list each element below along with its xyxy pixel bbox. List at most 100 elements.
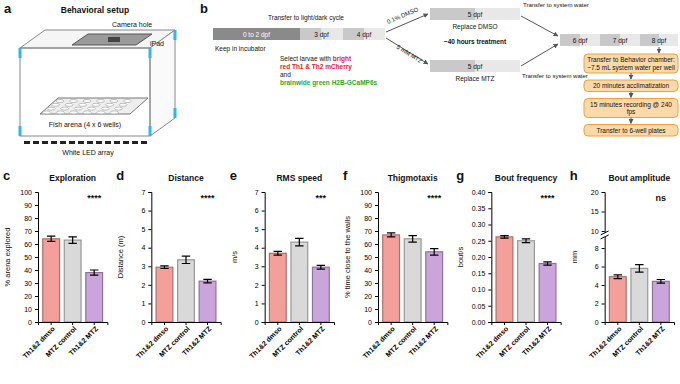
well — [70, 100, 78, 103]
x-axis: Th1&2 dmsoMTZ controlTh1&2 MTZ — [248, 322, 334, 360]
significance: *** — [316, 193, 327, 203]
x-tick-label: Th1&2 MTZ — [181, 324, 213, 356]
y-tick-mark — [35, 218, 38, 219]
y-tick-mark — [488, 208, 491, 209]
well — [79, 103, 87, 106]
y-tick-mark — [148, 266, 151, 267]
day-label: 5 dpf — [468, 11, 483, 19]
y-tick: 90 — [24, 202, 38, 209]
y-tick: 7 — [255, 189, 265, 196]
y-tick: 0.10 — [472, 286, 492, 293]
marks — [43, 236, 103, 322]
bar — [156, 267, 173, 322]
day-label: 4 dpf — [357, 31, 372, 39]
setup-panel: aBehavioral setupCamera holeiPadFish are… — [4, 1, 175, 157]
y-tick-mark — [35, 270, 38, 271]
label: 0.1% DMSO — [386, 6, 419, 25]
y-tick-mark — [35, 257, 38, 258]
merge-arrow — [521, 44, 558, 66]
label: 5 mM MTZ — [395, 44, 423, 65]
y-tick: 3 — [141, 263, 151, 270]
x-tick-label: Th1&2 MTZ — [521, 324, 553, 356]
day-label: 5 dpf — [468, 63, 483, 71]
y-axis: 0102030405060708090100 — [360, 189, 378, 326]
plot: 01234567Th1&2 dmsoMTZ controlTh1&2 MTZ**… — [248, 189, 334, 360]
y-tick: 30 — [24, 280, 38, 287]
led — [132, 141, 138, 144]
y-tick-mark — [375, 296, 378, 297]
y-tick-mark — [488, 290, 491, 291]
led — [105, 141, 111, 144]
plot: 02468101520Th1&2 dmsoMTZ controlTh1&2 MT… — [588, 189, 674, 360]
led — [51, 141, 57, 144]
y-tick: 80 — [24, 215, 38, 222]
x-tick: Th1&2 MTZ — [521, 322, 553, 357]
x-axis-line — [492, 323, 561, 326]
plot: 0.000.050.100.150.200.250.300.350.40Th1&… — [472, 189, 561, 360]
y-tick-mark — [375, 257, 378, 258]
y-tick: 30 — [364, 280, 378, 287]
y-tick-label: 6 — [141, 207, 145, 214]
bar — [426, 252, 443, 322]
bar — [404, 239, 421, 322]
y-tick: 20 — [364, 293, 378, 300]
y-tick-mark — [375, 270, 378, 271]
y-tick-mark — [148, 322, 151, 323]
text-line: Transfer to Behavior chamber: — [587, 56, 675, 63]
error-line — [51, 236, 52, 241]
y-tick-label: 15 — [591, 208, 599, 215]
well — [52, 103, 60, 106]
x-axis-line — [265, 323, 334, 326]
y-tick: 60 — [364, 241, 378, 248]
y-axis-line — [262, 193, 266, 323]
y-tick-label: 80 — [364, 215, 372, 222]
y-tick-label: 3 — [255, 263, 259, 270]
y-tick: 8 — [595, 245, 605, 252]
box-corner — [149, 48, 152, 58]
bar — [199, 281, 216, 322]
error-cap — [500, 235, 508, 236]
error-bar — [430, 249, 438, 256]
y-tick-mark — [488, 225, 491, 226]
panel-title: Behavioral setup — [61, 5, 130, 15]
y-tick: 0.05 — [472, 302, 492, 309]
box-top — [20, 30, 175, 48]
panel-label: b — [200, 1, 208, 16]
text-line: ~7.5 mL system water per well — [587, 64, 675, 72]
x-axis: Th1&2 dmsoMTZ controlTh1&2 MTZ — [21, 322, 107, 360]
y-tick-label: 0 — [141, 319, 145, 326]
y-axis: 01234567 — [141, 189, 151, 326]
chart: fThigmotaxis% time close to the walls010… — [343, 168, 448, 360]
error-cap — [635, 271, 643, 272]
bar — [652, 281, 669, 322]
x-axis-line — [39, 323, 108, 326]
y-tick: 40 — [364, 267, 378, 274]
step-box: Transfer to Behavior chamber:~7.5 mL sys… — [584, 54, 678, 73]
y-tick-label: 4 — [255, 244, 259, 251]
chart-title: Exploration — [49, 173, 96, 183]
y-tick: 0.20 — [472, 254, 492, 261]
error-bar — [408, 236, 416, 243]
y-tick-label: 90 — [24, 202, 32, 209]
x-tick-mark — [164, 322, 165, 325]
chart-title: RMS speed — [276, 173, 322, 183]
y-tick: 90 — [364, 202, 378, 209]
y-tick-label: 0.30 — [472, 221, 486, 228]
label: Transfer to light/dark cycle — [268, 14, 344, 22]
y-tick-label: 1 — [255, 300, 259, 307]
step-arrow — [631, 73, 632, 79]
bar — [43, 239, 60, 322]
y-tick: 1 — [255, 300, 265, 307]
y-tick-label: 70 — [24, 228, 32, 235]
y-tick-label: 2 — [141, 282, 145, 289]
y-tick-label: 30 — [364, 280, 372, 287]
error-cap — [160, 265, 168, 266]
x-axis-line — [605, 323, 674, 326]
y-tick-label: 70 — [364, 228, 372, 235]
led — [78, 141, 84, 144]
y-tick-label: 100 — [360, 189, 372, 196]
label: Replace MTZ — [455, 75, 494, 83]
y-tick-mark — [35, 309, 38, 310]
y-tick: 0.35 — [472, 205, 492, 212]
y-tick: 70 — [24, 228, 38, 235]
